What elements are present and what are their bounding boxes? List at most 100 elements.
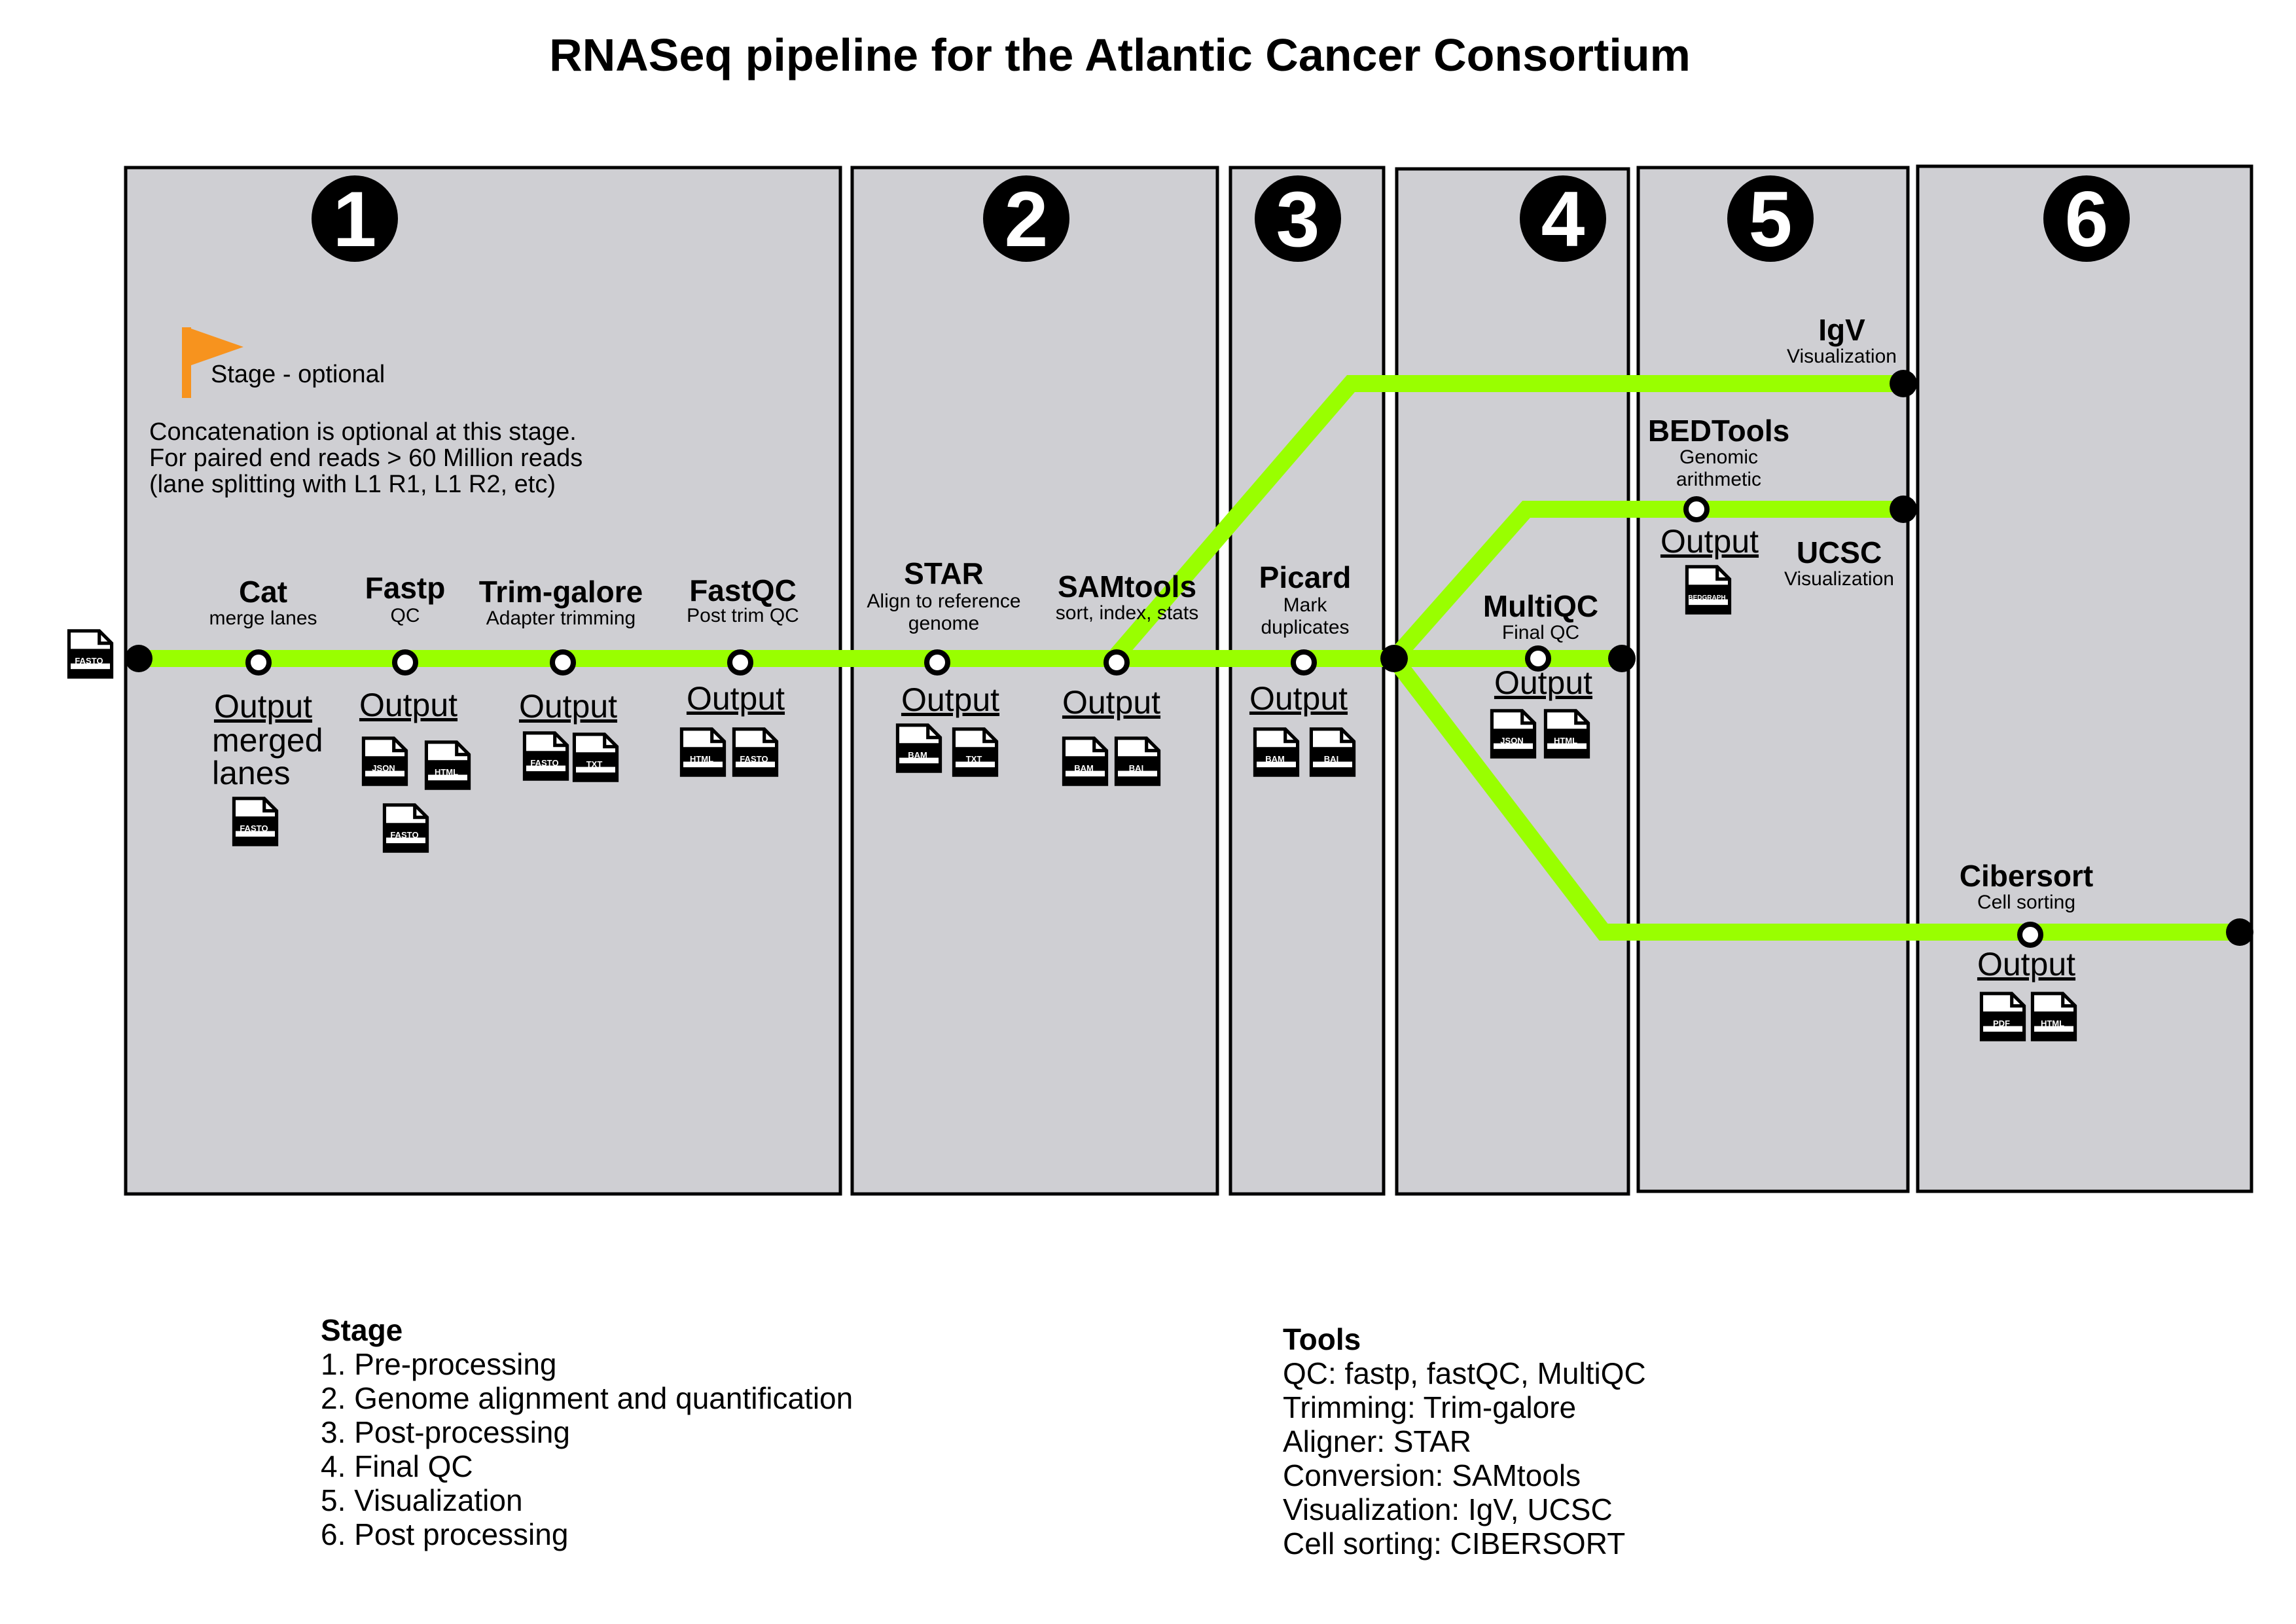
stage-legend-item: 4. Final QC bbox=[321, 1449, 473, 1483]
stage-legend-item: 2. Genome alignment and quantification bbox=[321, 1381, 853, 1415]
stage-6-number: 6 bbox=[2065, 175, 2109, 263]
star-desc-line-2: genome bbox=[908, 613, 979, 634]
trimgalore-output-file-icon-2: TXT bbox=[574, 734, 617, 780]
fastp-station bbox=[392, 649, 418, 676]
multiqc-output-label: Output bbox=[1494, 664, 1592, 701]
cibersort-output-file-icon-2: HTML bbox=[2032, 994, 2075, 1039]
branch-node bbox=[1380, 645, 1408, 672]
cibersort-output-file-type-2: HTML bbox=[2041, 1019, 2064, 1028]
cat-output-file-icon: FASTQ bbox=[234, 799, 276, 844]
cibersort-desc: Cell sorting bbox=[1977, 892, 2075, 913]
samtools-name: SAMtools bbox=[1058, 569, 1196, 604]
trimgalore-output-file-type-2: TXT bbox=[586, 759, 603, 769]
stage-2-number: 2 bbox=[1005, 175, 1049, 263]
diagram-title: RNASeq pipeline for the Atlantic Cancer … bbox=[549, 29, 1691, 81]
samtools-output-file-icon-2: BAI bbox=[1116, 738, 1158, 784]
cat-output-lanes: lanes bbox=[212, 755, 291, 791]
picard-name: Picard bbox=[1259, 560, 1352, 594]
fastp-desc: QC bbox=[391, 605, 420, 626]
stage-5-badge: 5 bbox=[1727, 175, 1814, 263]
fastp-output-file-icon-3: FASTQ bbox=[384, 805, 427, 851]
trimgalore-desc: Adapter trimming bbox=[486, 607, 636, 629]
concat-note-line-1: Concatenation is optional at this stage. bbox=[149, 418, 577, 446]
tools-legend-item: Trimming: Trim-galore bbox=[1283, 1390, 1576, 1424]
fastp-output-file-type-1: JSON bbox=[372, 763, 395, 773]
ucsc-name: UCSC bbox=[1797, 535, 1882, 569]
bedtools-output-label: Output bbox=[1660, 523, 1759, 560]
tools-legend-title: Tools bbox=[1283, 1322, 1361, 1356]
multiqc-output-file-type-1: JSON bbox=[1500, 736, 1523, 746]
cat-output-merged: merged bbox=[212, 722, 323, 759]
trimgalore-name: Trim-galore bbox=[479, 575, 643, 609]
igv-end-node bbox=[1890, 370, 1917, 397]
stage-legend-item: 3. Post-processing bbox=[321, 1415, 570, 1449]
stage-5-panel bbox=[1636, 166, 1910, 1193]
stage-6-badge: 6 bbox=[2043, 175, 2130, 263]
fastp-output-label: Output bbox=[359, 687, 457, 723]
cibersort-end-node bbox=[2226, 918, 2253, 946]
trimgalore-output-label: Output bbox=[519, 688, 617, 725]
stage-2-panel bbox=[850, 166, 1219, 1196]
multiqc-end-node bbox=[1608, 645, 1636, 672]
picard-output-file-type-2: BAI bbox=[1324, 754, 1338, 764]
stage-3-panel bbox=[1229, 166, 1386, 1196]
star-station bbox=[924, 649, 950, 676]
samtools-station bbox=[1103, 649, 1130, 676]
ucsc-desc: Visualization bbox=[1784, 568, 1894, 590]
bedtools-station bbox=[1683, 496, 1710, 522]
stage-4-number: 4 bbox=[1541, 175, 1585, 263]
cat-desc: merge lanes bbox=[209, 607, 317, 629]
stage-legend-item: 1. Pre-processing bbox=[321, 1347, 557, 1381]
concat-note-line-3: (lane splitting with L1 R1, L1 R2, etc) bbox=[149, 471, 556, 498]
trimgalore-output-file-type-1: FASTQ bbox=[530, 758, 558, 768]
ucsc-branch-track bbox=[1388, 501, 1903, 664]
samtools-output-file-type-2: BAI bbox=[1129, 763, 1143, 773]
stage-legend-item: 5. Visualization bbox=[321, 1483, 523, 1517]
stage-legend-title: Stage bbox=[321, 1313, 403, 1347]
star-output-file-icon-2: TXT bbox=[954, 729, 996, 775]
fastqc-station bbox=[727, 649, 753, 676]
star-output-file-icon-1: BAM bbox=[897, 725, 940, 771]
fastp-output-file-icon-2: HTML bbox=[426, 742, 469, 788]
star-output-file-type-1: BAM bbox=[908, 750, 927, 760]
trimgalore-output-file-icon-1: FASTQ bbox=[524, 733, 567, 779]
stage-3-badge: 3 bbox=[1255, 175, 1341, 263]
cat-name: Cat bbox=[239, 575, 287, 609]
fastqc-output-file-icon-2: FASTQ bbox=[734, 729, 776, 775]
picard-station bbox=[1291, 649, 1317, 676]
tools-legend-item: Cell sorting: CIBERSORT bbox=[1283, 1526, 1625, 1561]
picard-output-label: Output bbox=[1249, 680, 1348, 717]
fastp-output-file-type-3: FASTQ bbox=[390, 830, 418, 840]
multiqc-station bbox=[1525, 645, 1551, 672]
stage-1-number: 1 bbox=[333, 175, 377, 263]
cibersort-station bbox=[2017, 922, 2043, 948]
stage-4-panel bbox=[1395, 167, 1630, 1196]
cibersort-output-label: Output bbox=[1977, 946, 2075, 983]
star-output-file-type-2: TXT bbox=[966, 754, 982, 764]
samtools-output-file-icon-1: BAM bbox=[1064, 738, 1106, 784]
cat-station bbox=[245, 649, 272, 676]
star-name: STAR bbox=[904, 556, 984, 590]
fastp-output-file-type-2: HTML bbox=[435, 767, 458, 777]
igv-branch-track bbox=[1107, 375, 1903, 664]
fastp-name: Fastp bbox=[365, 571, 446, 605]
input-file-icon: FASTQ bbox=[69, 631, 111, 677]
samtools-desc: sort, index, stats bbox=[1056, 602, 1198, 624]
fastqc-output-file-type-1: HTML bbox=[690, 754, 713, 764]
fastqc-output-file-icon-1: HTML bbox=[681, 729, 724, 775]
fastqc-desc: Post trim QC bbox=[687, 605, 799, 626]
bedtools-name: BEDTools bbox=[1648, 414, 1789, 448]
fastqc-name: FastQC bbox=[689, 573, 797, 607]
picard-output-file-icon-2: BAI bbox=[1311, 729, 1354, 775]
star-desc-line-1: Align to reference bbox=[867, 590, 1020, 612]
bedtools-output-file-type: BEDGRAPH bbox=[1688, 594, 1725, 602]
cibersort-output-file-type-1: PDF bbox=[1993, 1019, 2010, 1028]
fastqc-output-file-type-2: FASTQ bbox=[740, 754, 768, 764]
ucsc-end-node bbox=[1890, 496, 1917, 523]
pipeline-start-node bbox=[125, 645, 152, 672]
samtools-output-file-type-1: BAM bbox=[1074, 763, 1094, 773]
fastqc-output-label: Output bbox=[687, 680, 785, 717]
tools-legend-item: Conversion: SAMtools bbox=[1283, 1458, 1581, 1492]
multiqc-desc: Final QC bbox=[1502, 622, 1579, 643]
samtools-output-label: Output bbox=[1062, 684, 1160, 721]
